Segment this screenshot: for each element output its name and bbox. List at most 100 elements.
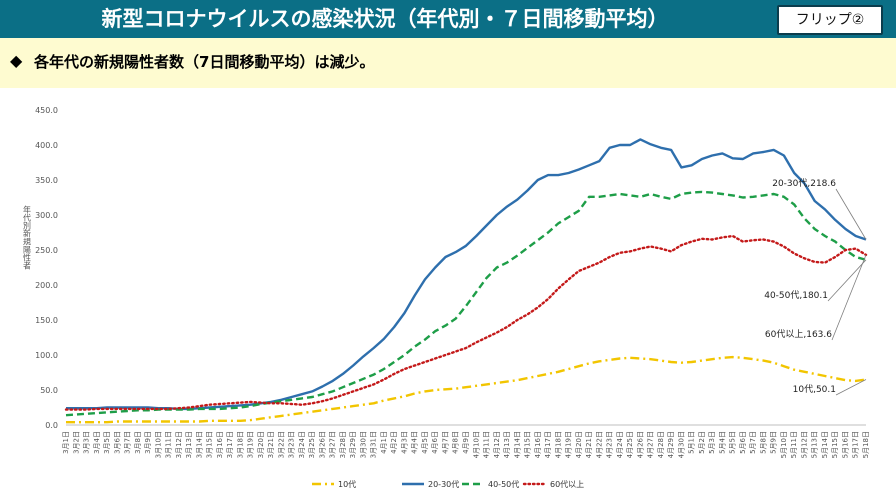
- x-tick-label: 4月12日: [493, 431, 501, 458]
- x-tick-label: 3月17日: [226, 431, 234, 458]
- x-tick-label: 3月13日: [185, 431, 193, 458]
- y-tick-label: 200.0: [35, 281, 58, 290]
- x-tick-label: 4月27日: [647, 431, 655, 458]
- x-tick-label: 4月10日: [472, 431, 480, 458]
- series-line-1: [66, 138, 867, 411]
- x-tick-label: 3月8日: [134, 431, 142, 454]
- x-tick-label: 4月4日: [411, 431, 419, 454]
- x-tick-label: 4月19日: [565, 431, 573, 458]
- end-label-leader: [827, 259, 867, 302]
- x-tick-label: 3月22日: [277, 431, 285, 458]
- x-tick-label: 3月5日: [103, 431, 111, 454]
- end-label-leader: [835, 188, 867, 240]
- x-tick-label: 5月5日: [729, 431, 737, 454]
- x-tick-label: 4月11日: [483, 431, 491, 458]
- x-tick-label: 3月4日: [93, 431, 101, 454]
- x-tick-label: 3月3日: [83, 431, 91, 454]
- series-line-0: [66, 355, 867, 424]
- x-tick-label: 3月15日: [206, 431, 214, 458]
- x-tick-label: 4月5日: [421, 431, 429, 454]
- x-tick-label: 3月18日: [236, 431, 244, 458]
- x-tick-label: 3月10日: [154, 431, 162, 458]
- y-tick-label: 450.0: [35, 106, 58, 115]
- x-tick-label: 4月22日: [595, 431, 603, 458]
- x-tick-label: 5月3日: [708, 431, 716, 454]
- x-tick-label: 4月21日: [585, 431, 593, 458]
- x-tick-label: 3月2日: [72, 431, 80, 454]
- x-tick-label: 4月1日: [380, 431, 388, 454]
- x-tick-label: 5月4日: [718, 431, 726, 454]
- subtitle-text: 各年代の新規陽性者数（7日間移動平均）は減少。: [34, 53, 375, 71]
- x-tick-label: 4月9日: [462, 431, 470, 454]
- x-tick-label: 4月7日: [441, 431, 449, 454]
- x-tick-label: 5月14日: [821, 431, 829, 458]
- line-chart: 0.0 50.0 100.0 150.0 200.0 250.0 300.0 350.0 400…: [23, 106, 871, 489]
- x-tick-label: 5月18日: [862, 431, 870, 458]
- x-tick-label: 4月25日: [626, 431, 634, 458]
- x-tick-label: 3月11日: [165, 431, 173, 458]
- x-tick-label: 4月3日: [400, 431, 408, 454]
- x-tick-label: 5月2日: [698, 431, 706, 454]
- y-tick-label: 0.0: [45, 421, 58, 430]
- x-tick-label: 5月10日: [780, 431, 788, 458]
- x-tick-label: 4月2日: [390, 431, 398, 454]
- end-label: 20-30代,218.6: [772, 178, 836, 189]
- x-tick-label: 3月23日: [288, 431, 296, 458]
- x-tick-label: 4月29日: [667, 431, 675, 458]
- x-tick-label: 3月14日: [195, 431, 203, 458]
- page-header: 新型コロナウイルスの感染状況（年代別・７日間移動平均） フリップ②: [0, 0, 896, 38]
- x-tick-label: 3月9日: [144, 431, 152, 454]
- x-tick-label: 4月23日: [606, 431, 614, 458]
- y-tick-label: 400.0: [35, 141, 58, 150]
- y-tick-label: 250.0: [35, 246, 58, 255]
- x-tick-label: 3月6日: [113, 431, 121, 454]
- x-tick-label: 3月25日: [308, 431, 316, 458]
- y-tick-label: 150.0: [35, 316, 58, 325]
- end-label-leader: [831, 254, 867, 341]
- x-tick-label: 5月11日: [790, 431, 798, 458]
- x-tick-label: 3月12日: [175, 431, 183, 458]
- x-tick-label: 4月16日: [534, 431, 542, 458]
- y-tick-label: 50.0: [40, 386, 58, 395]
- x-tick-label: 3月24日: [298, 431, 306, 458]
- x-tick-label: 3月21日: [267, 431, 275, 458]
- x-tick-label: 4月24日: [616, 431, 624, 458]
- x-tick-label: 5月17日: [852, 431, 860, 458]
- x-tick-label: 4月18日: [554, 431, 562, 458]
- x-tick-label: 4月17日: [544, 431, 552, 458]
- legend-label: 10代: [338, 479, 356, 489]
- x-tick-label: 4月15日: [524, 431, 532, 458]
- legend-label: 40-50代: [488, 479, 519, 489]
- x-tick-label: 5月15日: [831, 431, 839, 458]
- x-tick-label: 4月30日: [677, 431, 685, 458]
- page-title: 新型コロナウイルスの感染状況（年代別・７日間移動平均）: [101, 7, 669, 31]
- legend-label: 60代以上: [550, 479, 584, 489]
- series-line-3: [64, 234, 868, 411]
- x-tick-label: 3月30日: [359, 431, 367, 458]
- y-tick-label: 350.0: [35, 176, 58, 185]
- x-tick-label: 3月26日: [318, 431, 326, 458]
- x-tick-label: 5月13日: [811, 431, 819, 458]
- x-tick-label: 4月20日: [575, 431, 583, 458]
- x-tick-label: 3月31日: [370, 431, 378, 458]
- x-tick-label: 4月8日: [452, 431, 460, 454]
- y-tick-label: 300.0: [35, 211, 58, 220]
- x-tick-label: 4月14日: [513, 431, 521, 458]
- x-tick-label: 5月9日: [770, 431, 778, 454]
- x-tick-label: 3月29日: [349, 431, 357, 458]
- x-tick-label: 5月8日: [759, 431, 767, 454]
- x-tick-label: 5月7日: [749, 431, 757, 454]
- legend-label: 20-30代: [428, 479, 459, 489]
- x-tick-label: 4月13日: [503, 431, 511, 458]
- x-tick-label: 3月16日: [216, 431, 224, 458]
- flip-badge: フリップ②: [777, 5, 883, 35]
- end-label: 40-50代,180.1: [764, 290, 828, 301]
- x-tick-label: 4月6日: [431, 431, 439, 454]
- x-tick-label: 4月26日: [636, 431, 644, 458]
- x-tick-label: 3月27日: [329, 431, 337, 458]
- x-tick-label: 5月1日: [688, 431, 696, 454]
- x-tick-label: 5月6日: [739, 431, 747, 454]
- diamond-bullet-icon: ◆: [10, 51, 23, 70]
- series-line-2: [65, 190, 867, 417]
- x-tick-label: 4月28日: [657, 431, 665, 458]
